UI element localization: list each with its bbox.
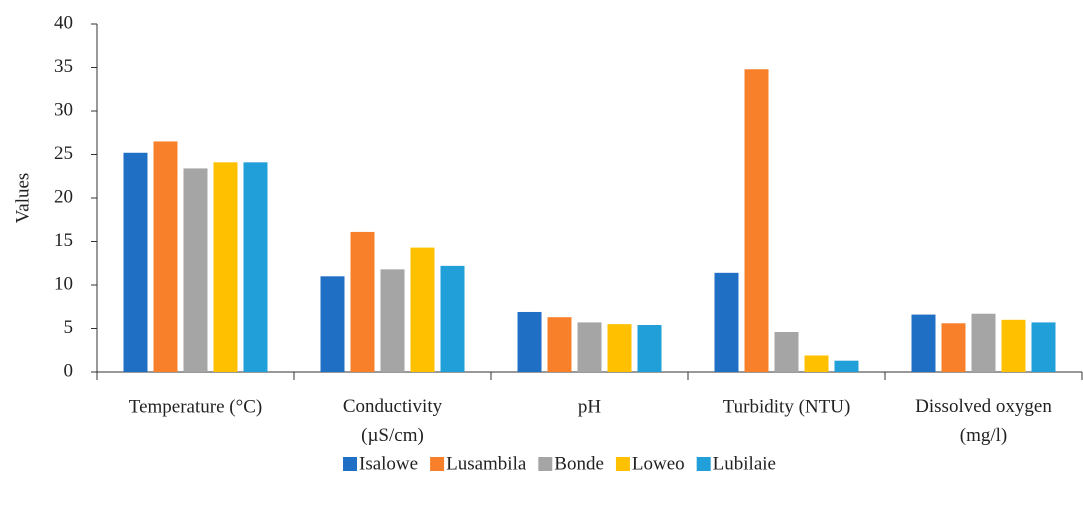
legend-label: Lusambila	[446, 453, 527, 474]
legend-label: Loweo	[632, 453, 685, 474]
y-tick-label: 35	[54, 56, 73, 77]
bar	[774, 331, 799, 372]
y-tick-label: 40	[54, 12, 73, 33]
bar	[153, 141, 178, 372]
x-tick-label: pH	[578, 396, 602, 417]
bar	[607, 324, 632, 372]
y-axis-label: Values	[12, 173, 33, 224]
x-tick-label: Dissolved oxygen (mg/l)	[915, 396, 1052, 446]
bar	[380, 269, 405, 372]
legend-label: Bonde	[554, 453, 604, 474]
bar	[637, 325, 662, 372]
bar	[123, 152, 148, 372]
bar	[410, 247, 435, 372]
legend-label: Lubilaie	[713, 453, 776, 474]
bar	[440, 265, 465, 372]
x-tick-label: Temperature (°C)	[129, 396, 262, 417]
bar	[1031, 322, 1056, 372]
bar	[577, 322, 602, 372]
bar	[517, 311, 542, 372]
y-tick-label: 0	[64, 360, 74, 381]
y-tick-label: 25	[54, 143, 73, 164]
bar	[320, 276, 345, 372]
bar	[213, 162, 238, 372]
bar	[744, 69, 769, 373]
legend-swatch	[343, 457, 358, 471]
legend-label: Isalowe	[359, 453, 418, 474]
y-tick-label: 5	[64, 317, 74, 338]
legend-swatch	[430, 457, 445, 471]
legend-swatch	[538, 457, 553, 471]
legend-swatch	[615, 457, 630, 471]
bar	[547, 317, 572, 372]
bar	[834, 360, 859, 372]
bar	[714, 272, 739, 372]
bar	[243, 162, 268, 372]
x-tick-label: Conductivity (µS/cm)	[343, 396, 443, 446]
bar	[350, 231, 375, 372]
bar	[804, 355, 829, 372]
legend-swatch	[696, 457, 711, 471]
y-tick-label: 10	[54, 273, 73, 294]
y-tick-label: 15	[54, 230, 73, 251]
y-tick-label: 30	[54, 99, 73, 120]
bar	[911, 314, 936, 372]
y-tick-label: 20	[54, 186, 73, 207]
x-tick-label: Turbidity (NTU)	[723, 396, 851, 417]
bar	[971, 313, 996, 372]
bar	[1001, 319, 1026, 372]
bar	[941, 323, 966, 372]
bar	[183, 168, 208, 372]
